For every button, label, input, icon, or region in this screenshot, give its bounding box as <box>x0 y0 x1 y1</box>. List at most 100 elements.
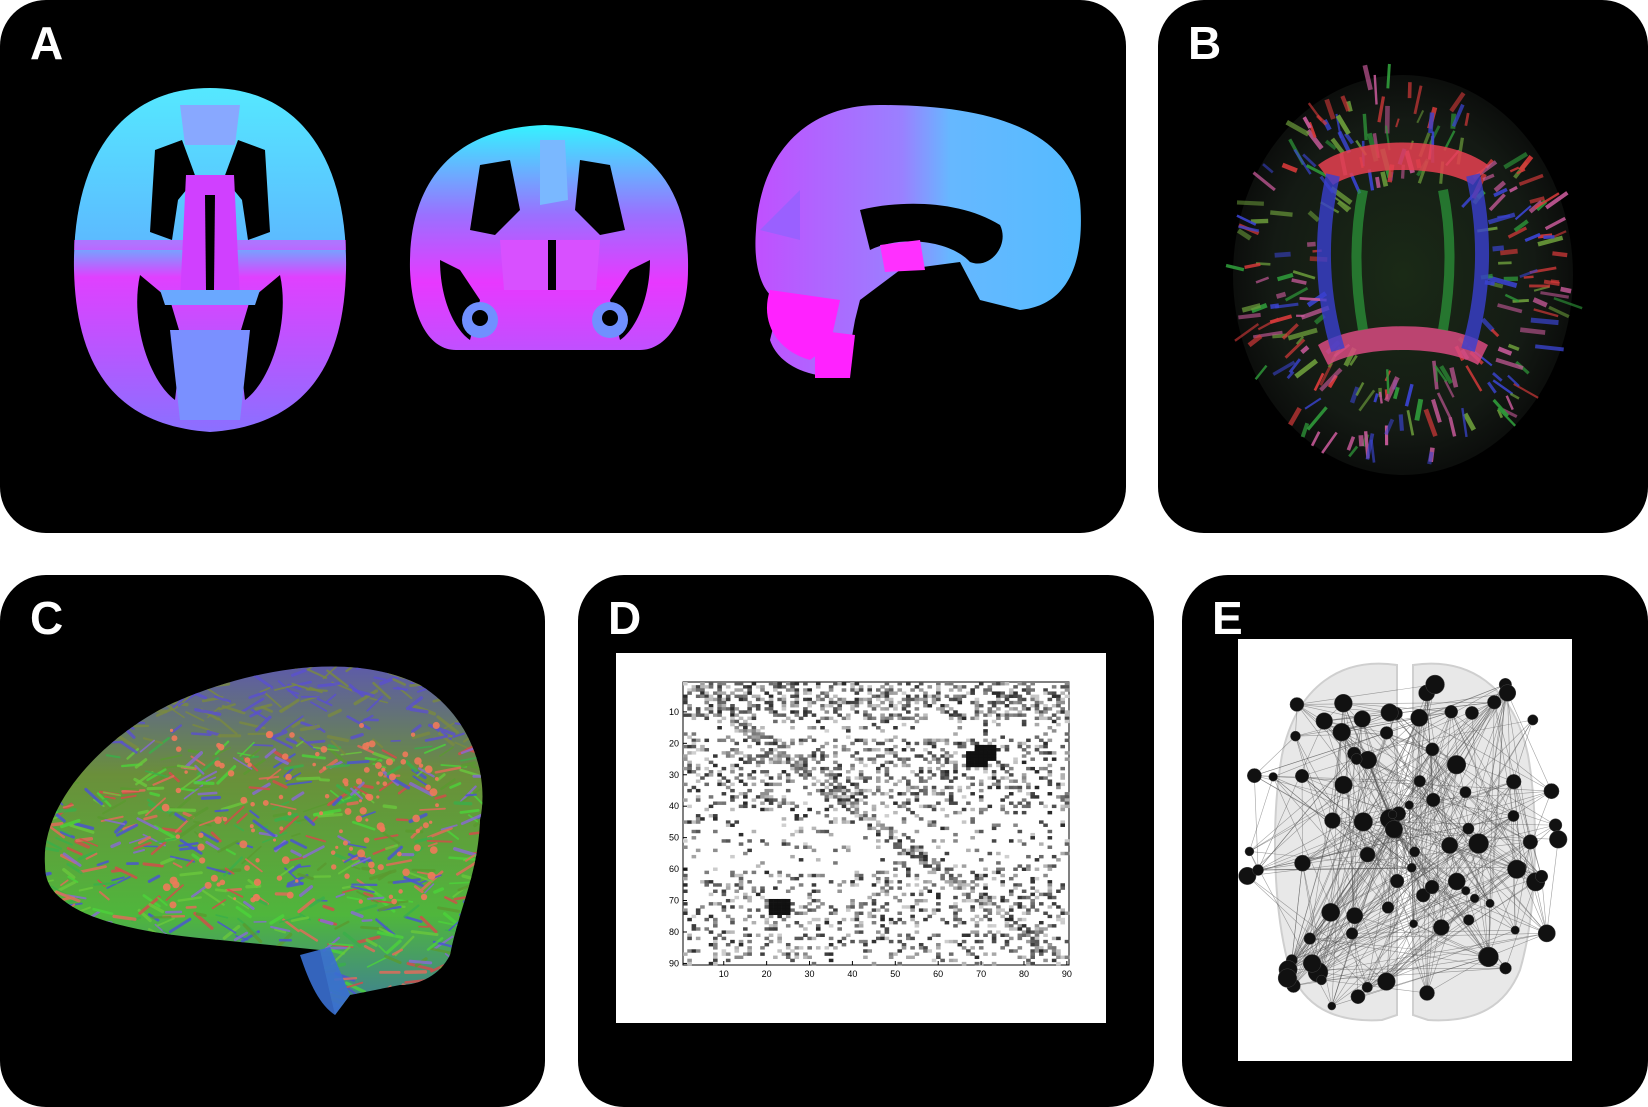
matrix-cell <box>713 942 718 947</box>
streamline <box>310 701 328 712</box>
streamline <box>353 689 379 706</box>
matrix-cell <box>1000 744 1005 749</box>
fiber-endpoint <box>379 826 386 833</box>
matrix-cell <box>1064 694 1070 699</box>
streamline <box>172 862 183 869</box>
streamline <box>296 865 311 869</box>
fiber-endpoint <box>197 843 205 851</box>
matrix-cell <box>1013 804 1018 809</box>
matrix-cell <box>888 826 894 831</box>
x-tick-label: 10 <box>719 969 729 979</box>
matrix-cell <box>871 694 877 699</box>
matrix-cell <box>1030 902 1035 906</box>
network-edge <box>1287 702 1495 979</box>
streamline <box>139 739 155 753</box>
fiber-endpoint <box>339 829 343 834</box>
matrix-cell <box>811 908 817 912</box>
matrix-cell <box>1043 927 1048 931</box>
matrix-cell <box>824 807 830 812</box>
streamline <box>470 704 483 717</box>
fiber-streak <box>1255 276 1270 284</box>
matrix-cell <box>820 691 825 695</box>
matrix-cell <box>854 785 860 790</box>
matrix-cell <box>1008 889 1014 893</box>
matrix-cell <box>871 939 877 944</box>
matrix-cell <box>785 889 791 893</box>
streamline <box>181 671 206 680</box>
matrix-cell <box>760 839 765 843</box>
matrix-cell <box>683 952 688 956</box>
streamline <box>433 935 454 950</box>
matrix-cell <box>777 782 782 787</box>
matrix-cell <box>833 779 838 783</box>
matrix-cell <box>876 832 881 837</box>
streamline <box>45 706 62 711</box>
streamline <box>245 858 263 873</box>
matrix-cell <box>738 939 744 944</box>
matrix-cell <box>1000 946 1005 950</box>
matrix-cell <box>923 804 928 809</box>
matrix-cell <box>880 924 885 928</box>
matrix-cell <box>1000 873 1005 878</box>
streamline <box>411 731 431 740</box>
matrix-cell <box>743 729 748 733</box>
matrix-cell <box>970 908 975 912</box>
fiber-endpoint <box>172 881 180 889</box>
matrix-cell <box>1013 760 1018 765</box>
matrix-cell <box>918 817 924 821</box>
fiber-endpoint <box>244 865 250 871</box>
matrix-cell <box>777 949 782 953</box>
matrix-cell <box>970 792 975 796</box>
matrix-cell <box>794 760 800 765</box>
matrix-cell <box>884 930 890 934</box>
matrix-cell <box>743 782 748 787</box>
streamline <box>472 987 483 993</box>
matrix-cell <box>927 880 933 884</box>
matrix-cell <box>978 798 984 802</box>
matrix-cell <box>1060 886 1066 890</box>
matrix-cell <box>687 917 692 922</box>
matrix-cell <box>953 713 958 717</box>
matrix-cell <box>738 682 744 686</box>
streamline <box>207 988 236 997</box>
matrix-cell <box>695 748 701 752</box>
matrix-cell <box>773 713 778 717</box>
streamline <box>227 888 244 898</box>
fiber-endpoint <box>319 811 324 816</box>
fiber-endpoint <box>222 816 228 822</box>
matrix-cell <box>734 820 740 824</box>
matrix-cell <box>996 908 1001 912</box>
matrix-cell <box>773 738 778 743</box>
matrix-cell <box>803 760 808 765</box>
matrix-cell <box>747 760 752 765</box>
matrix-cell <box>978 782 984 787</box>
streamline <box>171 724 183 734</box>
matrix-cell <box>858 911 864 915</box>
network-node <box>1410 708 1429 727</box>
matrix-cell <box>751 829 757 834</box>
matrix-cell <box>983 760 988 765</box>
streamline <box>281 817 301 824</box>
streamline <box>457 943 482 961</box>
streamline <box>169 855 196 863</box>
matrix-cell <box>781 952 787 956</box>
network-edge <box>1419 717 1552 792</box>
matrix-cell <box>871 707 877 711</box>
matrix-cell <box>704 685 710 689</box>
fiber-endpoint <box>184 770 188 774</box>
matrix-cell <box>1026 927 1031 931</box>
matrix-cell <box>858 814 864 818</box>
matrix-cell <box>893 873 898 878</box>
matrix-cell <box>910 726 915 730</box>
matrix-cell <box>1021 911 1027 915</box>
matrix-cell <box>867 700 873 705</box>
network-node <box>1413 775 1426 788</box>
network-node <box>1353 812 1373 832</box>
streamline <box>350 732 364 740</box>
matrix-cell <box>743 719 748 724</box>
matrix-cell <box>966 895 971 900</box>
matrix-cell <box>953 697 958 702</box>
matrix-cell <box>978 682 984 686</box>
matrix-cell <box>927 914 933 919</box>
streamline <box>405 696 424 711</box>
